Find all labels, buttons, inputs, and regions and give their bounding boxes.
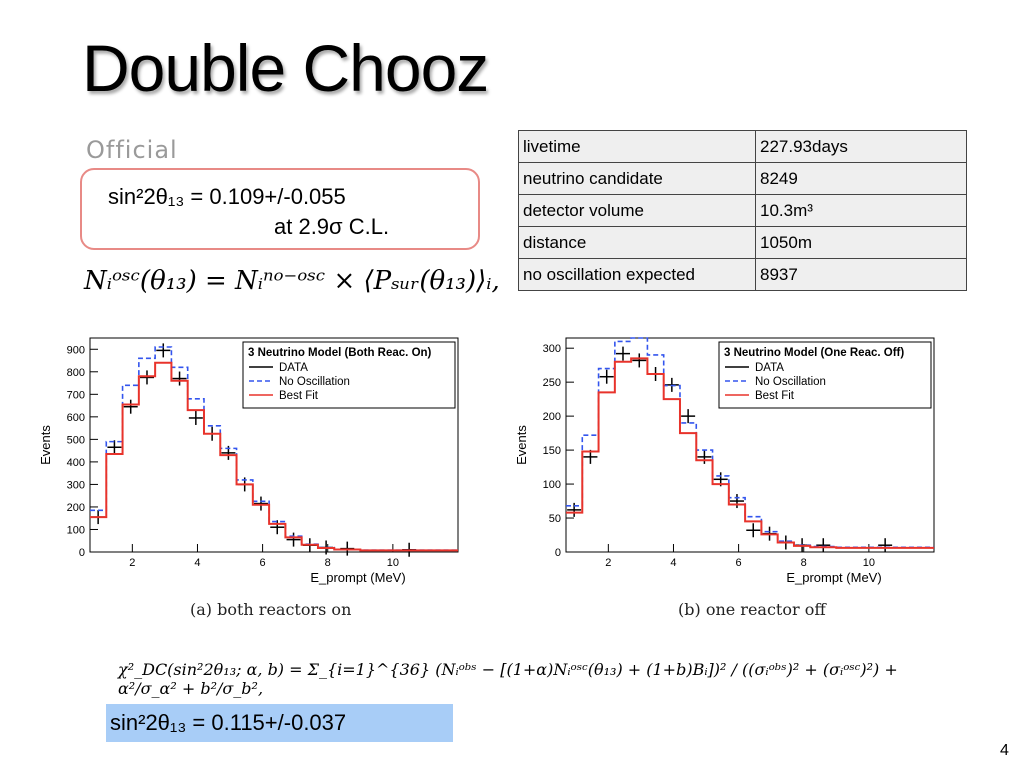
info-value: 8249 bbox=[755, 162, 967, 195]
y-tick-label: 300 bbox=[543, 343, 561, 355]
y-tick-label: 600 bbox=[67, 412, 85, 424]
x-tick-label: 2 bbox=[129, 557, 135, 569]
info-key: no oscillation expected bbox=[518, 258, 756, 291]
result-box: sin²2θ₁₃ = 0.109+/-0.055 at 2.9σ C.L. bbox=[80, 168, 480, 250]
y-tick-label: 900 bbox=[67, 344, 85, 356]
y-tick-label: 0 bbox=[79, 547, 85, 559]
legend-entry: No Oscillation bbox=[755, 376, 826, 388]
y-tick-label: 500 bbox=[67, 434, 85, 446]
official-label: Official bbox=[86, 136, 178, 164]
series-no-oscillation bbox=[90, 346, 458, 551]
series-best-fit bbox=[90, 361, 458, 552]
info-key: distance bbox=[518, 226, 756, 259]
info-key: detector volume bbox=[518, 194, 756, 227]
x-tick-label: 4 bbox=[194, 557, 200, 569]
oscillation-equation: Nᵢᵒˢᶜ(θ₁₃) = Nᵢⁿᵒ⁻ᵒˢᶜ × ⟨Pₛᵤᵣ(θ₁₃)⟩ᵢ, bbox=[84, 266, 500, 296]
x-axis-label: E_prompt (MeV) bbox=[310, 570, 405, 585]
x-tick-label: 6 bbox=[260, 557, 266, 569]
slide-title: Double Chooz bbox=[82, 31, 489, 105]
chart-both-reactors: 0 100 200 300 400 500 600 700 800 900 2 4 6 8 10E_prom… bbox=[38, 337, 459, 585]
page-number: 4 bbox=[1000, 742, 1009, 759]
legend-entry: DATA bbox=[755, 362, 784, 374]
y-tick-label: 300 bbox=[67, 479, 85, 491]
x-axis-label: E_prompt (MeV) bbox=[786, 570, 881, 585]
info-value: 227.93days bbox=[755, 130, 967, 163]
chi2-equation: χ²_DC(sin²2θ₁₃; α, b) = Σ_{i=1}^{36} (Nᵢ… bbox=[118, 660, 898, 698]
x-tick-label: 8 bbox=[801, 557, 807, 569]
info-row: distance 1050m bbox=[518, 226, 967, 259]
legend-box bbox=[242, 341, 456, 409]
legend-entry: Best Fit bbox=[755, 390, 795, 402]
legend-entry: Best Fit bbox=[279, 390, 319, 402]
final-result-box: sin²2θ₁₃ = 0.115+/-0.037 bbox=[106, 704, 453, 742]
x-tick-label: 6 bbox=[736, 557, 742, 569]
y-tick-label: 100 bbox=[67, 524, 85, 536]
y-tick-label: 200 bbox=[67, 502, 85, 514]
legend-entry: No Oscillation bbox=[279, 376, 350, 388]
y-axis-label: Events bbox=[38, 425, 53, 465]
y-tick-label: 100 bbox=[543, 479, 561, 491]
y-tick-label: 800 bbox=[67, 367, 85, 379]
chart-one-reactor-off: 0 50 100 150 200 250 300 2 4 6 8 10E_prompt (MeV) Ev… bbox=[514, 337, 935, 585]
y-tick-label: 400 bbox=[67, 457, 85, 469]
info-row: no oscillation expected 8937 bbox=[518, 258, 967, 291]
x-tick-label: 2 bbox=[605, 557, 611, 569]
y-tick-label: 200 bbox=[543, 411, 561, 423]
y-tick-label: 0 bbox=[555, 547, 561, 559]
info-row: livetime 227.93days bbox=[518, 130, 967, 163]
info-row: neutrino candidate 8249 bbox=[518, 162, 967, 195]
info-key: livetime bbox=[518, 130, 756, 163]
y-axis-label: Events bbox=[514, 425, 529, 465]
info-value: 8937 bbox=[755, 258, 967, 291]
y-tick-label: 700 bbox=[67, 389, 85, 401]
result-line2: at 2.9σ C.L. bbox=[274, 214, 390, 239]
legend: 3 Neutrino Model (Both Reac. On) DATA No O… bbox=[242, 341, 456, 409]
legend-title: 3 Neutrino Model (Both Reac. On) bbox=[248, 347, 432, 359]
y-tick-label: 50 bbox=[549, 513, 561, 525]
info-key: neutrino candidate bbox=[518, 162, 756, 195]
x-tick-label: 4 bbox=[670, 557, 676, 569]
x-tick-label: 10 bbox=[387, 557, 399, 569]
legend: 3 Neutrino Model (One Reac. Off) DATA No O… bbox=[718, 341, 932, 409]
result-line1: sin²2θ₁₃ = 0.109+/-0.055 bbox=[108, 184, 346, 209]
caption-a: (a) both reactors on bbox=[190, 600, 352, 619]
info-row: detector volume 10.3m³ bbox=[518, 194, 967, 227]
info-value: 1050m bbox=[755, 226, 967, 259]
x-tick-label: 10 bbox=[863, 557, 875, 569]
caption-b: (b) one reactor off bbox=[678, 600, 826, 619]
info-value: 10.3m³ bbox=[755, 194, 967, 227]
legend-box bbox=[718, 341, 932, 409]
legend-title: 3 Neutrino Model (One Reac. Off) bbox=[724, 347, 904, 359]
series-best-fit bbox=[566, 357, 934, 549]
info-table: livetime 227.93days neutrino candidate 8249… bbox=[518, 130, 967, 291]
x-tick-label: 8 bbox=[325, 557, 331, 569]
legend-entry: DATA bbox=[279, 362, 308, 374]
y-tick-label: 150 bbox=[543, 445, 561, 457]
final-result: sin²2θ₁₃ = 0.115+/-0.037 bbox=[110, 710, 347, 735]
y-tick-label: 250 bbox=[543, 377, 561, 389]
